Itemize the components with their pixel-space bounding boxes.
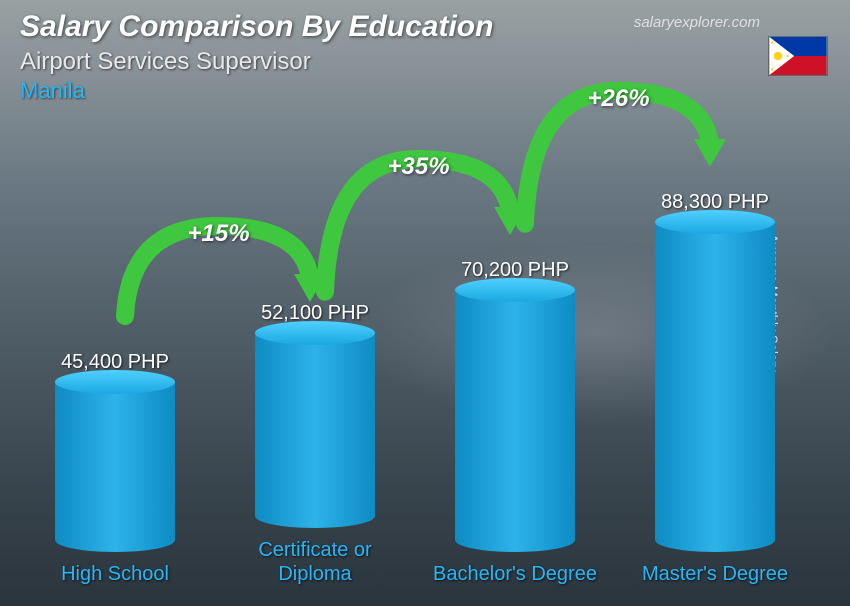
- bar: [255, 333, 375, 528]
- bar-label: Master's Degree: [630, 562, 800, 586]
- bar-group: 70,200 PHPBachelor's Degree: [440, 259, 590, 586]
- bar: [655, 222, 775, 552]
- bar: [55, 382, 175, 552]
- chart-location: Manila: [20, 78, 830, 104]
- bar-body: [455, 290, 575, 552]
- bar: [455, 290, 575, 552]
- chart-area: 45,400 PHPHigh School 52,100 PHPCertifica…: [30, 130, 800, 586]
- bar-group: 88,300 PHPMaster's Degree: [640, 191, 790, 586]
- bar-label: Certificate or Diploma: [230, 538, 400, 586]
- percent-increase-label: +15%: [188, 220, 250, 248]
- bar-top: [455, 278, 575, 302]
- bar-label: Bachelor's Degree: [430, 562, 600, 586]
- bar-group: 52,100 PHPCertificate or Diploma: [240, 302, 390, 586]
- bar-body: [655, 222, 775, 552]
- bar-body: [55, 382, 175, 552]
- bar-group: 45,400 PHPHigh School: [40, 351, 190, 586]
- watermark: salaryexplorer.com: [634, 14, 760, 31]
- chart-subtitle: Airport Services Supervisor: [20, 48, 830, 76]
- percent-increase-label: +35%: [388, 153, 450, 181]
- flag-icon: [768, 36, 828, 76]
- bar-top: [655, 210, 775, 234]
- bar-body: [255, 333, 375, 528]
- bar-label: High School: [30, 562, 200, 586]
